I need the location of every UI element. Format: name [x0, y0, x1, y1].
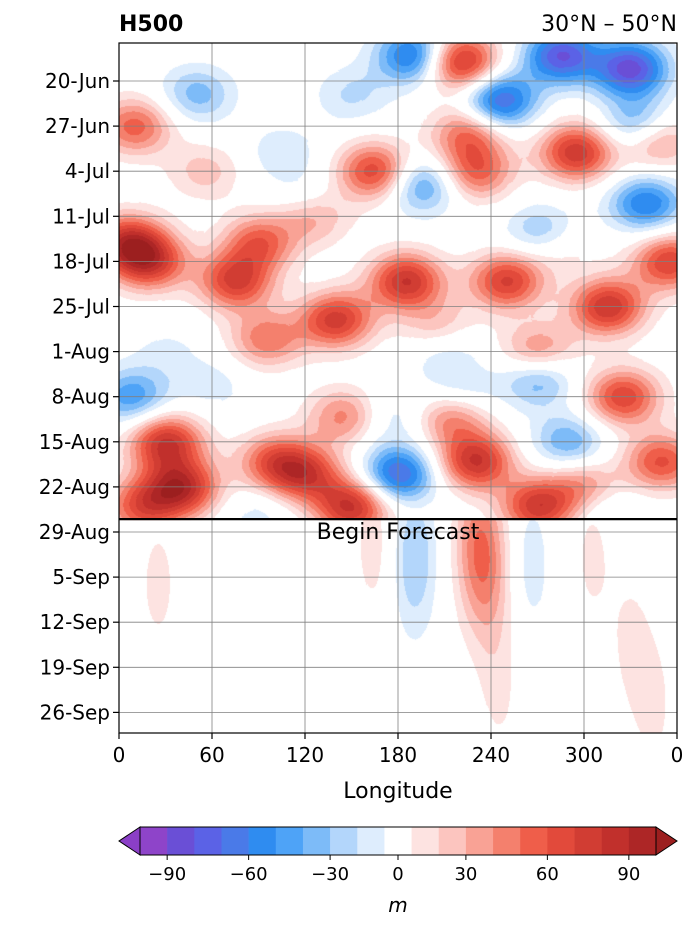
colorbar-segment — [248, 827, 277, 855]
y-tick-label: 29-Aug — [39, 520, 110, 544]
colorbar-segment — [302, 827, 331, 855]
colorbar-segment — [411, 827, 440, 855]
y-axis: 20-Jun 27-Jun 4-Jul 11-Jul 18-Jul 25-Jul 1-Aug… — [39, 69, 119, 724]
colorbar-segment — [547, 827, 575, 855]
y-tick-label: 22-Aug — [39, 475, 110, 499]
latitude-band-label: 30°N – 50°N — [541, 12, 677, 37]
colorbar-segment — [357, 827, 385, 855]
y-tick-label: 4-Jul — [65, 159, 110, 183]
colorbar-segment — [275, 827, 304, 855]
x-tick-label: 180 — [379, 743, 417, 767]
x-tick-label: 240 — [472, 743, 510, 767]
chart-title: H500 — [119, 12, 183, 37]
colorbar-segment — [330, 827, 358, 855]
colorbar-label: m — [388, 893, 407, 917]
colorbar-segment — [601, 827, 630, 855]
colorbar-tick-label: 90 — [617, 864, 640, 885]
y-tick-label: 18-Jul — [52, 249, 110, 273]
begin-forecast-label: Begin Forecast — [317, 520, 480, 545]
grid-lines — [119, 43, 677, 733]
colorbar-tick-label: −90 — [148, 864, 186, 885]
x-tick-label: 120 — [286, 743, 324, 767]
y-tick-label: 15-Aug — [39, 430, 110, 454]
y-tick-label: 1-Aug — [51, 340, 110, 364]
x-tick-label: 300 — [565, 743, 603, 767]
colorbar-tick-label: −30 — [311, 864, 349, 885]
x-tick-label: 0 — [113, 743, 126, 767]
colorbar-extend-high — [655, 826, 678, 856]
y-tick-label: 12-Sep — [40, 610, 110, 634]
colorbar: −90 −60 −30 0 30 60 90 — [118, 826, 678, 885]
colorbar-segment — [140, 827, 168, 855]
colorbar-segment — [493, 827, 521, 855]
colorbar-segment — [628, 827, 657, 855]
colorbar-segment — [438, 827, 467, 855]
y-tick-label: 25-Jul — [52, 295, 110, 319]
y-tick-label: 8-Aug — [51, 385, 110, 409]
y-tick-label: 27-Jun — [45, 114, 110, 138]
y-tick-label: 20-Jun — [45, 69, 110, 93]
colorbar-segment — [221, 827, 249, 855]
colorbar-tick-label: 60 — [536, 864, 559, 885]
x-tick-label: 60 — [199, 743, 224, 767]
plot-area: Begin Forecast — [118, 42, 678, 734]
colorbar-segment — [465, 827, 494, 855]
colorbar-segment — [194, 827, 222, 855]
y-tick-label: 5-Sep — [52, 565, 110, 589]
y-tick-label: 11-Jul — [52, 204, 110, 228]
colorbar-tick-label: −60 — [230, 864, 268, 885]
colorbar-segment — [574, 827, 602, 855]
colorbar-extend-low — [118, 826, 141, 856]
colorbar-segment — [520, 827, 548, 855]
colorbar-tick-label: 30 — [454, 864, 477, 885]
colorbar-segment — [384, 827, 412, 855]
x-axis-label: Longitude — [343, 779, 452, 804]
x-axis: 0 60 120 180 240 300 0 — [113, 733, 684, 767]
x-tick-label: 0 — [671, 743, 684, 767]
y-tick-label: 26-Sep — [40, 700, 110, 724]
y-tick-label: 19-Sep — [40, 655, 110, 679]
colorbar-segment — [167, 827, 195, 855]
colorbar-tick-label: 0 — [392, 864, 403, 885]
